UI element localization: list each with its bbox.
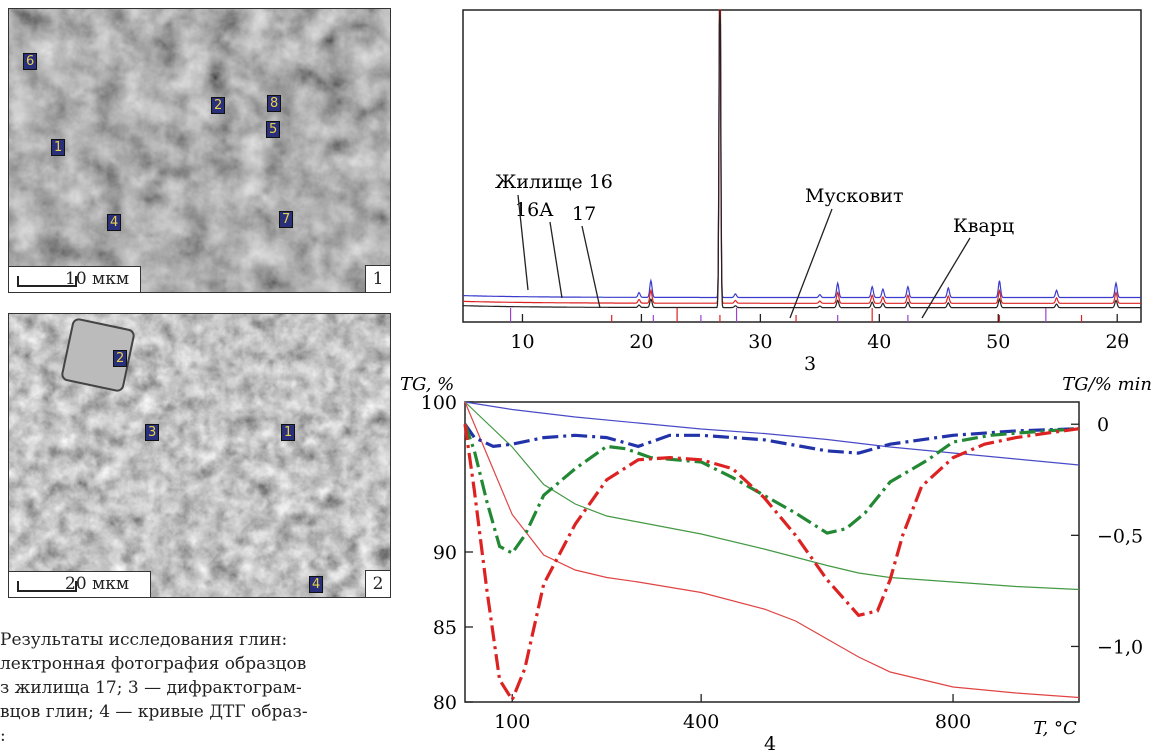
sem-tag: 2	[211, 97, 226, 114]
dtg-curve	[463, 423, 1080, 556]
y-left-tick-label: 100	[421, 392, 457, 414]
xrd-series-label-1: Жилище 16	[495, 171, 613, 193]
sem-tag: 8	[267, 95, 282, 112]
sem-tag: 1	[51, 139, 66, 156]
xrd-plot-frame	[462, 9, 1142, 323]
sem-micrograph-2: 2 3 1 4 20 мкм 2	[8, 313, 391, 598]
y-left-tick-label: 85	[433, 617, 457, 639]
caption-line: з жилища 17; 3 — дифрактограм-	[0, 678, 302, 698]
sem-tag: 6	[23, 53, 38, 70]
tg-curve	[464, 401, 1080, 466]
tg-curve	[464, 401, 1080, 699]
scale-bar-label: 20 мкм	[65, 574, 130, 594]
x-tick-label: 400	[683, 711, 719, 733]
xrd-x-ticks: 10 20 30 40 50 2θ	[510, 314, 1129, 353]
scale-bar-line	[17, 276, 77, 287]
sem-tag: 4	[309, 576, 324, 593]
sem-micrograph-1: 6 1 2 8 5 4 7 10 мкм 1	[8, 8, 391, 293]
xrd-series-line	[463, 9, 1141, 304]
tg-curve	[464, 401, 1080, 591]
x-tick-label: 20	[629, 331, 653, 353]
x-tick-label: 10	[510, 331, 534, 353]
xrd-series-label-2: 16А	[515, 199, 554, 221]
sem-tag: 4	[107, 214, 122, 231]
sem-tag: 7	[279, 211, 294, 228]
xrd-annotation-muscovite: Мусковит	[805, 185, 903, 207]
sem-texture-1	[9, 9, 390, 292]
x-tick-label: 2θ	[1105, 331, 1129, 353]
caption-line: Результаты исследования глин:	[0, 630, 288, 650]
leader-line	[921, 237, 971, 319]
dtg-curve	[463, 423, 1080, 704]
xrd-series-label-3: 17	[572, 203, 596, 225]
thermal-plot-frame	[464, 401, 1080, 703]
x-tick-label: 100	[494, 711, 530, 733]
left-axis-label: TG, %	[400, 374, 454, 395]
sem-tag: 2	[113, 350, 128, 367]
xrd-series-line	[463, 9, 1141, 309]
panel-number: 2	[365, 570, 390, 597]
leader-line	[789, 208, 833, 319]
leader-line	[517, 194, 529, 291]
thermal-series-group	[463, 401, 1080, 704]
thermal-panel-label: 4	[764, 733, 776, 751]
x-tick-label: 50	[986, 331, 1010, 353]
x-axis-unit: T, °C	[1033, 718, 1077, 739]
sem-tag: 5	[266, 121, 281, 138]
x-tick-label: 40	[867, 331, 891, 353]
dtg-curve	[463, 423, 1080, 455]
y-left-tick-label: 90	[433, 542, 457, 564]
xrd-panel-label: 3	[804, 353, 816, 375]
scale-bar: 20 мкм	[9, 571, 151, 597]
y-left-tick-label: 80	[433, 692, 457, 714]
y-right-tick-label: −0,5	[1097, 525, 1143, 547]
panel-number: 1	[365, 265, 390, 292]
sem-tag: 1	[281, 424, 296, 441]
scale-bar-line	[17, 581, 77, 592]
caption-line: :	[0, 726, 6, 746]
y-right-tick-label: −1,0	[1097, 636, 1143, 658]
y-right-tick-label: 0	[1097, 414, 1109, 436]
leader-line	[581, 225, 601, 309]
xrd-series-group	[463, 9, 1141, 322]
caption-line: вцов глин; 4 — кривые ДТГ образ-	[0, 702, 308, 722]
sem-tag: 3	[145, 424, 160, 441]
x-tick-label: 800	[935, 711, 971, 733]
scale-bar-label: 10 мкм	[65, 269, 130, 289]
leader-line	[549, 221, 563, 299]
sem-texture-2	[9, 314, 390, 597]
x-tick-label: 30	[748, 331, 772, 353]
xrd-annotation-quartz: Кварц	[953, 215, 1014, 237]
caption-line: лектронная фотография образцов	[0, 654, 307, 674]
figure-caption: Результаты исследования глин: лектронная…	[0, 628, 400, 748]
scale-bar: 10 мкм	[9, 266, 141, 292]
xrd-series-line	[463, 9, 1141, 299]
xrd-chart: 10 20 30 40 50 2θ Жилище 16 16А 17 Мусковит К…	[462, 9, 1142, 375]
right-axis-label: TG/% min	[1062, 374, 1152, 395]
